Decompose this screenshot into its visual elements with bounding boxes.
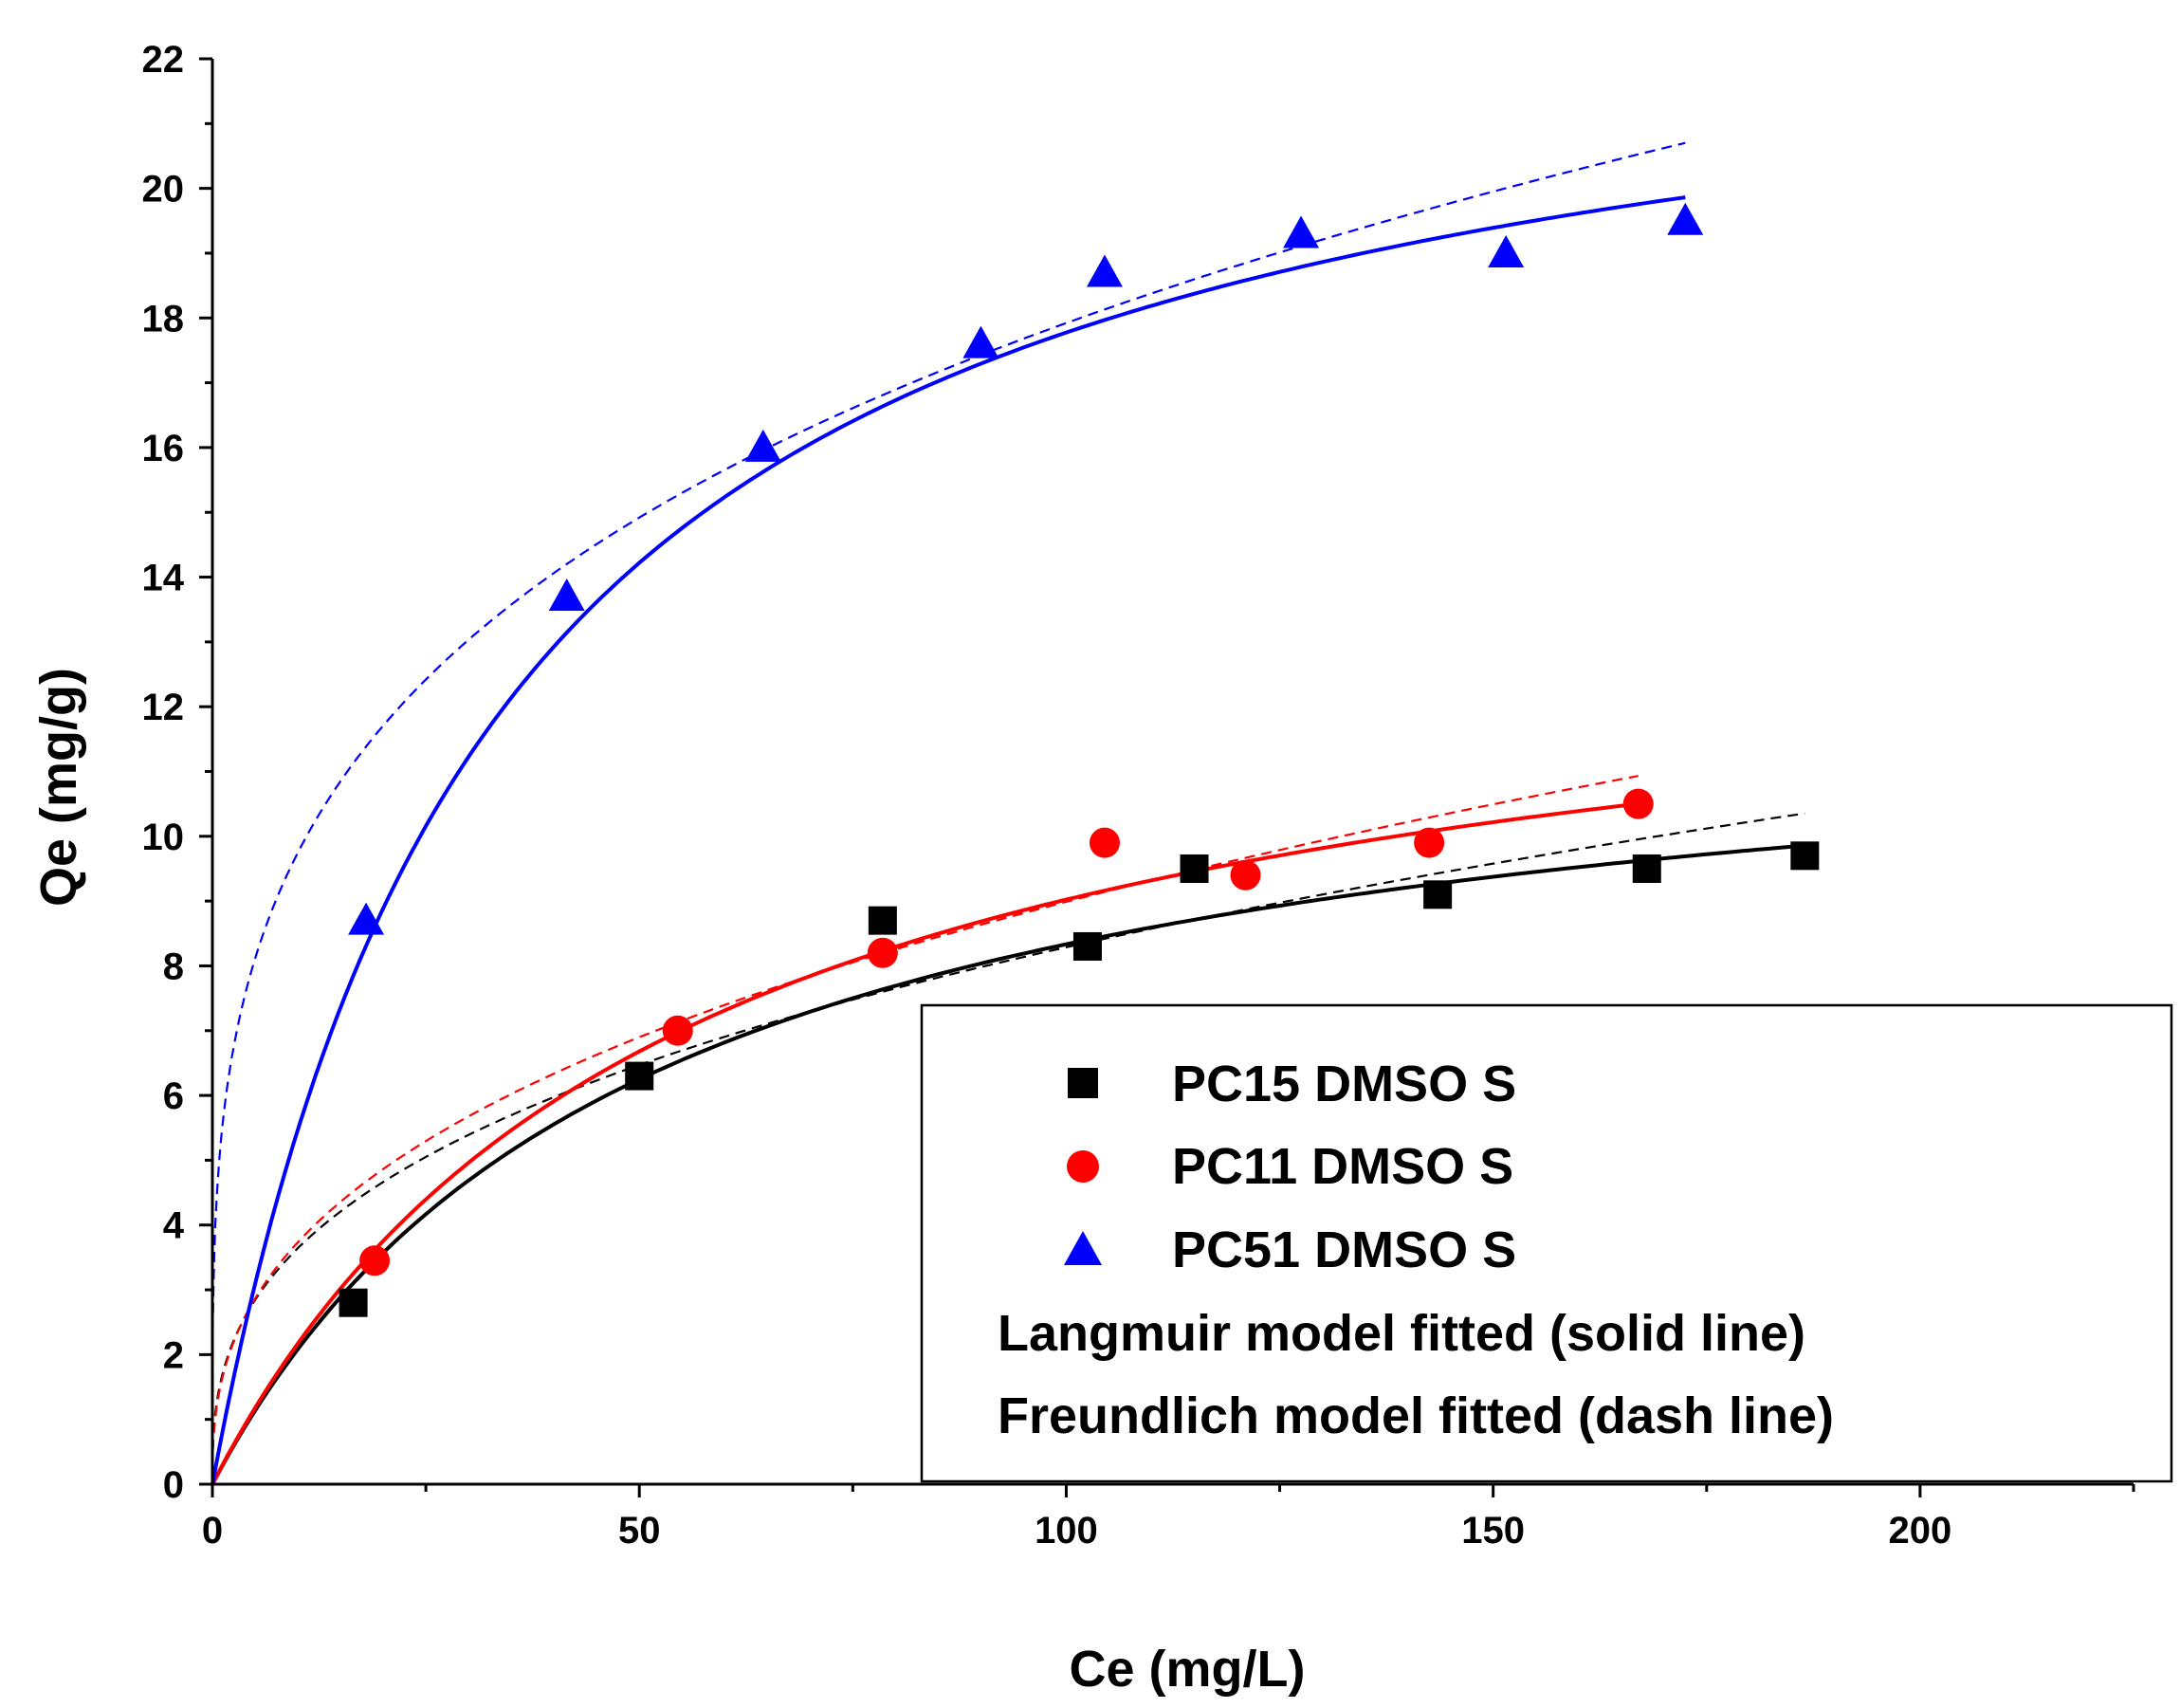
y-tick-label: 12 [142, 687, 185, 728]
y-tick-label: 4 [163, 1205, 185, 1247]
legend-marker-circle [1067, 1150, 1099, 1183]
data-point-square [1180, 854, 1209, 883]
data-point-square [1790, 841, 1820, 871]
y-tick-label: 22 [142, 39, 185, 81]
data-point-square [625, 1061, 654, 1091]
data-point-triangle [1283, 215, 1320, 248]
data-point-square [868, 906, 897, 935]
langmuir-fit-line [211, 801, 1639, 1485]
data-markers [339, 202, 1820, 1317]
data-point-triangle [744, 429, 781, 462]
data-point-circle [359, 1245, 391, 1276]
data-point-circle [867, 937, 898, 968]
legend-box [920, 1003, 2173, 1483]
y-tick-label: 2 [163, 1334, 184, 1376]
data-point-triangle [348, 902, 385, 935]
x-tick-label: 150 [1461, 1510, 1525, 1552]
x-tick-label: 200 [1889, 1510, 1952, 1552]
data-point-circle [1089, 827, 1120, 858]
legend-label-pc51: PC51 DMSO S [1172, 1221, 1516, 1278]
data-point-circle [1414, 827, 1445, 858]
y-tick-label: 20 [142, 169, 185, 211]
y-axis-title: Qe (mg/g) [30, 668, 87, 907]
data-point-triangle [548, 579, 585, 612]
data-point-circle [662, 1015, 693, 1046]
y-tick-label: 10 [142, 817, 185, 858]
legend-note-langmuir: Langmuir model fitted (solid line) [998, 1305, 1805, 1362]
data-point-triangle [962, 325, 999, 358]
y-tick-label: 8 [163, 946, 184, 987]
x-tick-label: 50 [618, 1510, 661, 1552]
data-point-triangle [1086, 254, 1123, 287]
y-tick-label: 16 [142, 428, 185, 469]
x-ticks: 0 50 100 150 200 [202, 1484, 2135, 1552]
legend-marker-triangle [1064, 1231, 1102, 1265]
freundlich-fit-line [211, 141, 1686, 1484]
legend-label-pc11: PC11 DMSO S [1172, 1138, 1513, 1195]
y-tick-label: 14 [142, 558, 185, 599]
y-tick-label: 0 [163, 1464, 184, 1506]
y-ticks: 0 2 4 6 8 10 12 14 16 18 20 22 [142, 39, 212, 1506]
legend-note-freundlich: Freundlich model fitted (dash line) [998, 1387, 1834, 1444]
legend-entry-pc15: PC15 DMSO S [1068, 1056, 1516, 1112]
legend: PC15 DMSO S PC11 DMSO S PC51 DMSO S Lang… [920, 1003, 2173, 1483]
data-point-circle [1230, 859, 1261, 891]
data-point-square [339, 1288, 368, 1317]
y-tick-label: 6 [163, 1075, 184, 1117]
data-point-square [1423, 880, 1453, 909]
x-axis-title: Ce (mg/L) [1070, 1641, 1306, 1698]
x-tick-label: 100 [1035, 1510, 1098, 1552]
data-point-square [1632, 854, 1661, 883]
data-point-square [1072, 931, 1102, 961]
legend-marker-square [1068, 1068, 1098, 1098]
langmuir-fit-line [211, 843, 1805, 1485]
y-tick-label: 18 [142, 298, 185, 340]
legend-entry-pc11: PC11 DMSO S [1067, 1138, 1513, 1195]
data-point-circle [1622, 788, 1654, 819]
x-tick-label: 0 [202, 1510, 223, 1552]
langmuir-fit-line [211, 195, 1686, 1485]
axes: 0 50 100 150 200 0 2 4 6 8 10 12 14 16 18 20 22 [142, 39, 2135, 1552]
legend-label-pc15: PC15 DMSO S [1172, 1056, 1516, 1112]
data-point-triangle [1488, 234, 1525, 267]
data-point-triangle [1667, 202, 1704, 235]
legend-entry-pc51: PC51 DMSO S [1064, 1221, 1516, 1278]
